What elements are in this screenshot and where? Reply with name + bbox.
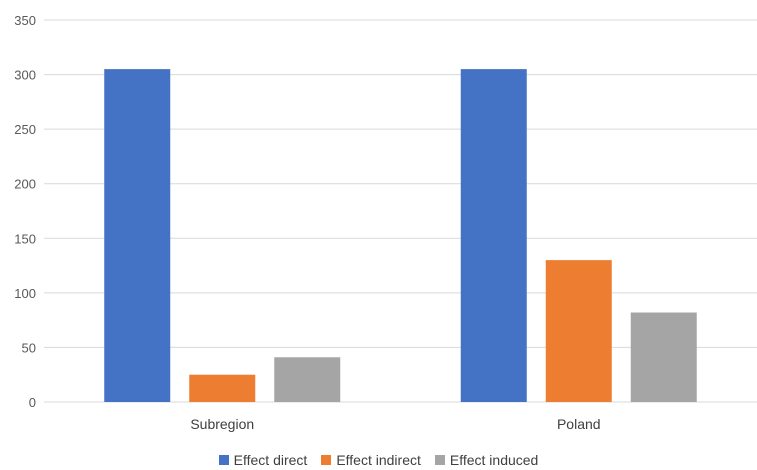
category-label: Subregion xyxy=(190,416,254,432)
legend-label: Effect indirect xyxy=(336,452,421,468)
legend-item: Effect indirect xyxy=(321,452,421,468)
y-tick-label: 250 xyxy=(14,122,36,137)
x-axis-category-labels: Subregion Poland xyxy=(190,416,600,432)
category-label: Poland xyxy=(557,416,601,432)
y-tick-label: 350 xyxy=(14,13,36,28)
bar-chart: 0 50 100 150 200 250 300 350 Subregion Poland xyxy=(14,13,757,432)
bar-effect-indirect-subregion xyxy=(189,374,256,402)
bar-effect-indirect-poland xyxy=(545,260,612,402)
legend-swatch xyxy=(321,455,332,465)
y-tick-label: 200 xyxy=(14,177,36,192)
y-tick-label: 100 xyxy=(14,286,36,301)
bar-effect-direct-subregion xyxy=(104,69,171,402)
y-tick-label: 0 xyxy=(29,395,36,410)
legend-item: Effect direct xyxy=(218,452,308,468)
bar-effect-induced-poland xyxy=(630,312,697,402)
bar-effect-induced-subregion xyxy=(274,357,341,402)
legend-item: Effect induced xyxy=(434,452,539,468)
y-axis-tick-labels: 0 50 100 150 200 250 300 350 xyxy=(14,13,36,410)
legend-swatch xyxy=(434,455,445,465)
y-tick-label: 150 xyxy=(14,231,36,246)
legend-swatch xyxy=(218,455,229,465)
bar-effect-direct-poland xyxy=(460,69,527,402)
y-tick-label: 300 xyxy=(14,68,36,83)
legend: Effect direct Effect indirect Effect induc… xyxy=(0,452,757,468)
legend-label: Effect direct xyxy=(233,452,308,468)
y-tick-label: 50 xyxy=(22,340,36,355)
legend-label: Effect induced xyxy=(449,452,539,468)
bars xyxy=(104,69,697,402)
